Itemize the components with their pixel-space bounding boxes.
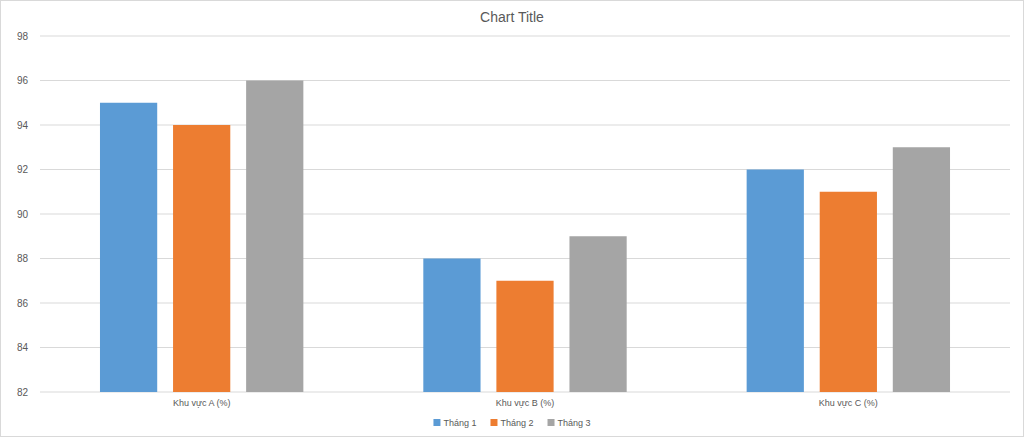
bar	[820, 192, 877, 392]
bar	[496, 281, 553, 392]
x-tick-label: Khu vực A (%)	[173, 398, 231, 408]
grid-line	[40, 36, 1010, 37]
y-tick-label: 96	[17, 75, 29, 86]
y-tick-label: 86	[17, 298, 29, 309]
legend-item: Tháng 3	[548, 418, 591, 428]
legend-swatch	[548, 419, 555, 426]
bar	[893, 147, 950, 392]
legend-item: Tháng 2	[490, 418, 533, 428]
y-tick-label: 94	[17, 120, 29, 131]
chart-title: Chart Title	[480, 9, 544, 25]
chart-container: Chart Title 82 84 86 88 90 92 94 96 98 Khu vực A (…	[0, 0, 1024, 437]
y-tick-label: 88	[17, 253, 29, 264]
bar	[747, 170, 804, 393]
y-tick-label: 82	[17, 387, 29, 398]
y-tick-label: 92	[17, 164, 29, 175]
bars	[100, 81, 950, 393]
legend-swatch	[490, 419, 497, 426]
y-tick-label: 98	[17, 31, 29, 42]
bar	[173, 125, 230, 392]
legend-label: Tháng 3	[558, 418, 591, 428]
legend-swatch	[433, 419, 440, 426]
bar	[100, 103, 157, 392]
legend-item: Tháng 1	[433, 418, 476, 428]
chart-svg: Chart Title 82 84 86 88 90 92 94 96 98 Khu vực A (…	[0, 0, 1024, 437]
chart-border	[1, 1, 1024, 437]
legend-label: Tháng 2	[500, 418, 533, 428]
legend-label: Tháng 1	[443, 418, 476, 428]
y-tick-label: 90	[17, 209, 29, 220]
bar	[423, 259, 480, 393]
y-tick-label: 84	[17, 342, 29, 353]
bar	[246, 81, 303, 393]
grid-line	[40, 80, 1010, 81]
bar	[569, 236, 626, 392]
legend: Tháng 1 Tháng 2 Tháng 3	[433, 418, 590, 428]
x-tick-label: Khu vực B (%)	[496, 398, 555, 408]
grid	[40, 36, 1010, 392]
x-tick-label: Khu vực C (%)	[819, 398, 878, 408]
